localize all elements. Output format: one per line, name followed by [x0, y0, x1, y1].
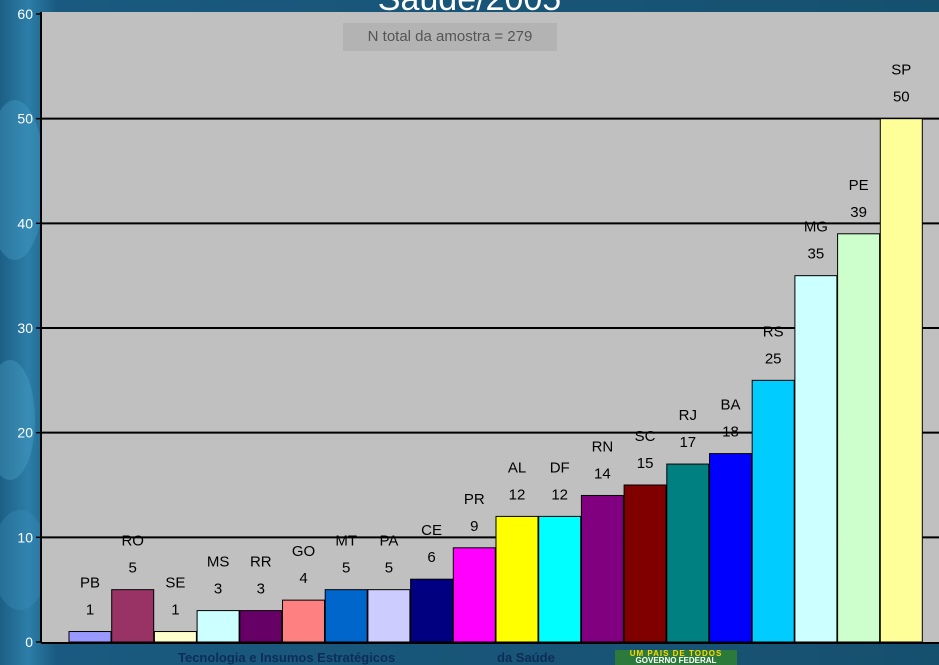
bar-ro: [111, 589, 155, 643]
value-label: 12: [551, 486, 568, 503]
value-label: 9: [470, 518, 478, 535]
bar-rj: [666, 463, 710, 643]
y-tick-label: 40: [17, 215, 33, 231]
bar-mg: [794, 275, 838, 643]
value-label: 17: [679, 434, 696, 451]
value-label: 6: [427, 549, 435, 566]
value-label: 4: [299, 570, 307, 587]
gridlines: [41, 117, 939, 539]
category-label: SE: [165, 575, 185, 592]
y-tick-label: 60: [17, 6, 33, 22]
government-logo: UM PAÍS DE TODOS GOVERNO FEDERAL: [615, 650, 737, 665]
bar-go: [282, 599, 325, 643]
y-tick-label: 20: [17, 425, 33, 441]
y-axis-ticks: 0 10 20 30 40 50 60: [17, 6, 41, 650]
footer-text-left: Tecnologia e Insumos Estratégicos: [178, 650, 396, 665]
category-label: PA: [379, 533, 398, 550]
category-label: DF: [550, 459, 570, 476]
y-tick-label: 50: [17, 111, 33, 127]
bar-pr: [452, 547, 496, 643]
bar-df: [538, 515, 582, 643]
category-label: RN: [592, 438, 614, 455]
bar-pe: [837, 233, 881, 643]
bar-rs: [751, 379, 795, 643]
bar-ce: [410, 578, 454, 643]
logo-line-2: GOVERNO FEDERAL: [635, 656, 717, 665]
category-label: BA: [720, 397, 740, 414]
y-tick-label: 10: [17, 529, 33, 545]
value-label: 39: [850, 204, 867, 221]
value-label: 15: [637, 455, 654, 472]
value-label: 3: [257, 581, 265, 598]
category-label: RS: [763, 323, 784, 340]
bar-labels: PB 1 RO 5 SE 1 MS 3 RR 3 GO 4 MT 5 PA 5 CE 6 PR 9 AL 12 DF 12 RN…: [80, 62, 911, 619]
category-label: RJ: [679, 407, 697, 424]
category-label: MT: [335, 533, 357, 550]
category-label: RO: [121, 533, 144, 550]
sample-size-note: N total da amostra = 279: [343, 23, 557, 51]
value-label: 5: [129, 560, 137, 577]
value-label: 18: [722, 424, 739, 441]
y-tick-label: 0: [25, 634, 33, 650]
bar-rr: [239, 610, 283, 643]
category-label: PB: [80, 575, 100, 592]
bars: [68, 118, 923, 643]
value-label: 3: [214, 581, 222, 598]
category-label: PE: [849, 177, 869, 194]
value-label: 50: [893, 89, 910, 106]
value-label: 12: [509, 486, 526, 503]
category-label: SC: [635, 428, 656, 445]
category-label: CE: [421, 522, 442, 539]
logo-line-1: UM PAÍS DE TODOS: [629, 650, 723, 658]
bar-rn: [580, 494, 624, 643]
bar-ba: [709, 453, 752, 643]
value-label: 5: [385, 560, 393, 577]
bar-sc: [623, 484, 667, 643]
value-label: 5: [342, 560, 350, 577]
y-tick-label: 30: [17, 320, 33, 336]
category-label: MS: [207, 554, 230, 571]
bar-pb: [68, 631, 112, 643]
bar-sp: [879, 118, 923, 643]
category-label: PR: [464, 491, 485, 508]
value-label: 1: [171, 602, 179, 619]
value-label: 25: [765, 350, 782, 367]
bar-se: [153, 631, 197, 643]
value-label: 1: [86, 602, 94, 619]
bar-ms: [196, 610, 240, 643]
category-label: RR: [250, 554, 272, 571]
bar-al: [495, 515, 539, 643]
category-label: MG: [804, 219, 828, 236]
category-label: GO: [292, 543, 315, 560]
bar-mt: [324, 589, 368, 643]
category-label: SP: [891, 62, 911, 79]
value-label: 35: [808, 246, 825, 263]
value-label: 14: [594, 465, 611, 482]
category-label: AL: [508, 459, 526, 476]
footer-text-right: da Saúde: [497, 650, 555, 665]
bar-pa: [367, 589, 411, 643]
